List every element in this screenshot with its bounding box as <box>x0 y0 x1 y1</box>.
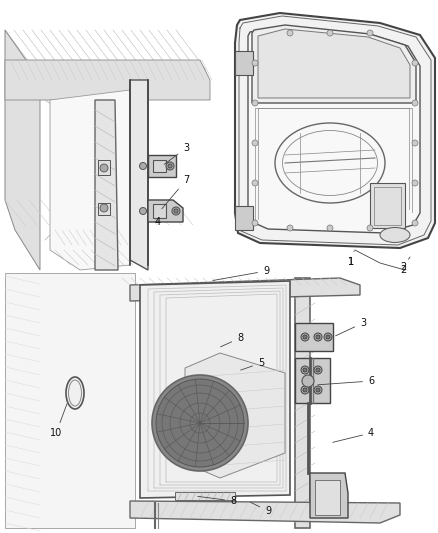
Circle shape <box>412 100 418 106</box>
Circle shape <box>324 333 332 341</box>
Circle shape <box>174 209 178 213</box>
Circle shape <box>327 225 333 231</box>
Text: 5: 5 <box>240 358 264 370</box>
Polygon shape <box>148 200 183 222</box>
Circle shape <box>316 335 320 339</box>
Circle shape <box>302 375 314 387</box>
Circle shape <box>314 366 322 374</box>
Bar <box>175 492 235 500</box>
Polygon shape <box>148 155 176 177</box>
Circle shape <box>168 164 172 168</box>
Circle shape <box>316 368 320 372</box>
Text: 10: 10 <box>50 403 67 438</box>
Polygon shape <box>248 26 420 233</box>
Circle shape <box>412 60 418 66</box>
Text: 8: 8 <box>220 333 243 347</box>
Circle shape <box>314 386 322 394</box>
Polygon shape <box>153 160 166 172</box>
Text: 4: 4 <box>333 428 374 442</box>
Circle shape <box>139 207 146 214</box>
Circle shape <box>314 333 322 341</box>
Bar <box>98 160 110 175</box>
Text: 6: 6 <box>318 376 374 386</box>
Circle shape <box>303 368 307 372</box>
Circle shape <box>367 225 373 231</box>
Circle shape <box>326 335 330 339</box>
Circle shape <box>139 163 146 169</box>
Polygon shape <box>310 473 348 518</box>
Circle shape <box>412 180 418 186</box>
Text: 1: 1 <box>348 251 354 267</box>
Circle shape <box>100 164 108 172</box>
Text: 9: 9 <box>213 266 269 280</box>
Circle shape <box>252 140 258 146</box>
Bar <box>370 183 405 228</box>
Text: 2: 2 <box>400 265 406 275</box>
Circle shape <box>301 386 309 394</box>
Bar <box>315 480 340 515</box>
Circle shape <box>367 30 373 36</box>
Polygon shape <box>95 100 118 270</box>
Circle shape <box>172 207 180 215</box>
Circle shape <box>301 333 309 341</box>
Ellipse shape <box>66 377 84 409</box>
Text: 4: 4 <box>155 217 161 227</box>
Text: 2: 2 <box>400 257 410 272</box>
Circle shape <box>316 388 320 392</box>
Circle shape <box>412 220 418 226</box>
Polygon shape <box>130 80 148 270</box>
Polygon shape <box>130 501 400 523</box>
Ellipse shape <box>380 228 410 243</box>
Polygon shape <box>295 323 333 351</box>
Circle shape <box>252 220 258 226</box>
Circle shape <box>412 140 418 146</box>
Polygon shape <box>5 30 40 270</box>
Text: 3: 3 <box>164 143 189 164</box>
Circle shape <box>303 335 307 339</box>
Text: 3: 3 <box>336 318 366 336</box>
Polygon shape <box>5 273 135 528</box>
Circle shape <box>100 204 108 212</box>
Bar <box>98 203 110 215</box>
Circle shape <box>287 30 293 36</box>
Circle shape <box>166 162 174 170</box>
Polygon shape <box>185 353 285 478</box>
Polygon shape <box>295 358 330 403</box>
Polygon shape <box>258 29 410 98</box>
Circle shape <box>252 100 258 106</box>
Text: 8: 8 <box>198 496 236 506</box>
Polygon shape <box>153 204 166 218</box>
Circle shape <box>156 379 244 467</box>
Polygon shape <box>130 278 360 301</box>
Circle shape <box>287 225 293 231</box>
Circle shape <box>301 366 309 374</box>
Bar <box>235 206 253 230</box>
Bar <box>235 51 253 75</box>
Polygon shape <box>235 13 435 248</box>
Polygon shape <box>252 25 416 103</box>
Polygon shape <box>5 60 210 100</box>
Circle shape <box>303 388 307 392</box>
Polygon shape <box>50 90 130 270</box>
Text: 1: 1 <box>348 257 354 267</box>
Text: 7: 7 <box>162 175 189 209</box>
Circle shape <box>252 180 258 186</box>
Text: 9: 9 <box>251 502 271 516</box>
Polygon shape <box>140 281 290 498</box>
Circle shape <box>252 60 258 66</box>
Circle shape <box>152 375 248 471</box>
Circle shape <box>327 30 333 36</box>
Polygon shape <box>295 278 310 528</box>
Bar <box>374 187 401 225</box>
